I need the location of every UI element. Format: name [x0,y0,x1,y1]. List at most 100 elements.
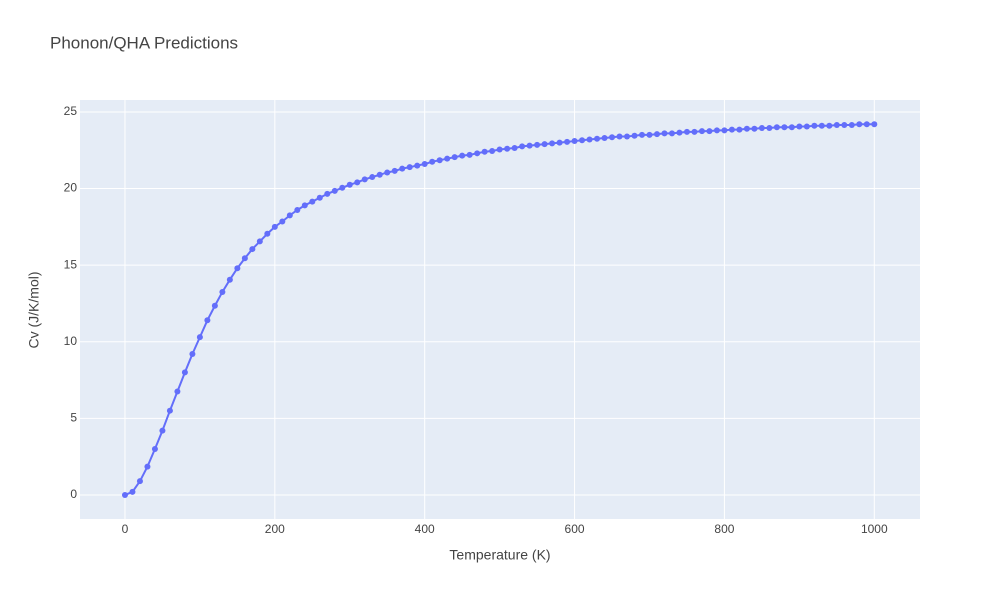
data-point [346,181,353,188]
data-point [136,478,143,485]
data-point [534,141,541,148]
data-point [256,238,263,245]
data-point [571,138,578,145]
data-point [489,148,496,155]
data-point [586,136,593,143]
data-point [668,130,675,137]
y-tick-label: 0 [70,487,77,501]
chart-title: Phonon/QHA Predictions [50,33,238,52]
data-point [848,121,855,128]
data-point [698,128,705,135]
data-point [676,129,683,136]
data-point [166,407,173,414]
data-point [474,150,481,157]
data-point [226,276,233,283]
data-point [249,246,256,253]
data-point [526,142,533,149]
data-point [316,194,323,201]
data-point [833,121,840,128]
data-point [504,145,511,152]
x-tick-label: 0 [122,522,129,536]
data-point [653,131,660,138]
data-point [579,137,586,144]
data-point [324,190,331,197]
data-point [496,146,503,153]
data-point [241,255,248,262]
data-point [721,127,728,134]
data-point [706,128,713,135]
data-point [511,144,518,151]
data-point [444,155,451,162]
data-point [788,124,795,131]
data-point [871,121,878,128]
data-point [661,130,668,137]
data-point [594,135,601,142]
data-point [683,128,690,135]
data-point [863,121,870,128]
data-point [369,174,376,181]
data-point [159,427,166,434]
data-point [766,125,773,132]
data-point [429,158,436,165]
data-point [616,133,623,140]
x-tick-label: 800 [714,522,734,536]
x-tick-label: 200 [265,522,285,536]
y-axis-title: Cv (J/K/mol) [26,272,42,349]
data-point [556,139,563,146]
data-point [624,133,631,140]
data-point [309,198,316,205]
data-point [391,167,398,174]
data-point [129,488,136,495]
x-axis-title: Temperature (K) [449,547,550,563]
data-point [406,164,413,171]
data-point [279,218,286,225]
data-point [384,169,391,176]
data-point [414,162,421,169]
data-point [519,143,526,150]
data-point [436,157,443,164]
data-point [713,127,720,134]
data-point [796,123,803,130]
data-point [219,288,226,295]
data-point [301,202,308,209]
data-point [151,445,158,452]
y-tick-label: 5 [70,411,77,425]
data-point [466,151,473,158]
data-point [781,124,788,131]
data-point [743,125,750,132]
x-tick-label: 400 [415,522,435,536]
data-point [196,334,203,341]
data-point [818,122,825,129]
data-point [691,128,698,135]
data-point [421,161,428,168]
data-point [609,134,616,141]
x-tick-label: 600 [565,522,585,536]
data-point [361,176,368,183]
data-point [638,131,645,138]
data-point [339,184,346,191]
data-point [803,123,810,130]
data-point [174,388,181,395]
data-point [204,317,211,324]
data-point [811,122,818,129]
data-point [286,212,293,219]
data-point [481,148,488,155]
data-point [271,223,278,230]
data-point [564,138,571,145]
data-point [211,302,218,309]
plot-area [80,100,920,519]
y-tick-label: 25 [64,104,78,118]
y-tick-label: 10 [64,334,78,348]
data-point [459,152,466,159]
data-point [856,121,863,128]
data-point [773,124,780,131]
data-point [189,351,196,358]
data-point [601,134,608,141]
data-point [144,463,151,470]
data-point [758,125,765,132]
data-point [399,165,406,172]
data-point [264,230,271,237]
x-tick-label: 1000 [861,522,888,536]
data-point [826,122,833,129]
